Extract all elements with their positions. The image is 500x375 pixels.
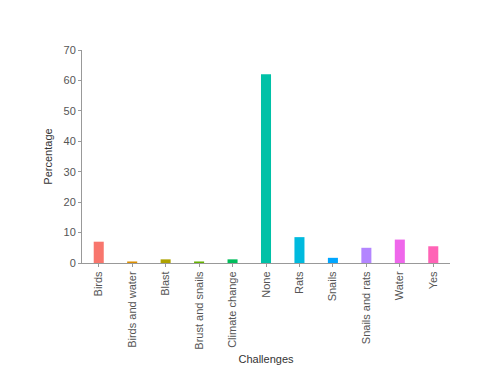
svg-text:50: 50 [64, 105, 76, 117]
svg-text:None: None [260, 271, 272, 297]
svg-text:Snails: Snails [326, 271, 338, 301]
svg-text:Climate change: Climate change [226, 271, 238, 347]
svg-text:0: 0 [70, 257, 76, 269]
svg-text:60: 60 [64, 74, 76, 86]
svg-text:30: 30 [64, 166, 76, 178]
svg-text:Rats: Rats [293, 271, 305, 294]
svg-text:Snails and rats: Snails and rats [360, 271, 372, 344]
svg-text:Birds: Birds [92, 271, 104, 297]
svg-text:Challenges: Challenges [238, 353, 294, 365]
svg-text:40: 40 [64, 135, 76, 147]
svg-text:Blast: Blast [159, 271, 171, 295]
svg-text:70: 70 [64, 44, 76, 56]
svg-text:Yes: Yes [427, 271, 439, 289]
svg-text:Brust and snails: Brust and snails [193, 271, 205, 350]
svg-text:Water: Water [393, 271, 405, 300]
svg-text:Birds and water: Birds and water [126, 271, 138, 348]
svg-text:20: 20 [64, 196, 76, 208]
svg-text:Percentage: Percentage [42, 128, 54, 184]
svg-text:10: 10 [64, 226, 76, 238]
